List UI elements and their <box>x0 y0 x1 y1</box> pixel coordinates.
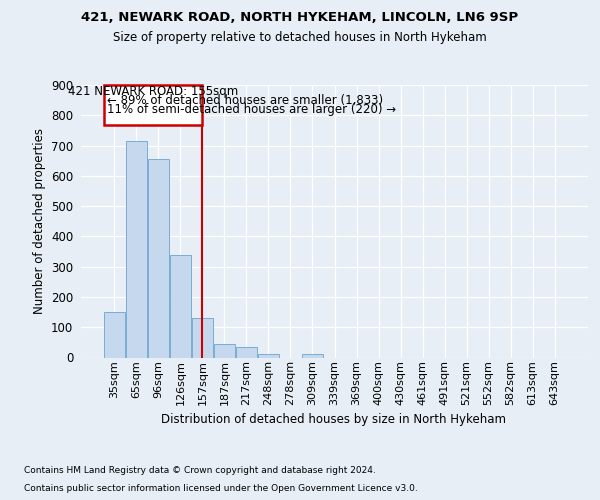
FancyBboxPatch shape <box>104 85 202 125</box>
Text: Size of property relative to detached houses in North Hykeham: Size of property relative to detached ho… <box>113 31 487 44</box>
Y-axis label: Number of detached properties: Number of detached properties <box>32 128 46 314</box>
Text: 11% of semi-detached houses are larger (220) →: 11% of semi-detached houses are larger (… <box>107 102 397 116</box>
Text: Contains HM Land Registry data © Crown copyright and database right 2024.: Contains HM Land Registry data © Crown c… <box>24 466 376 475</box>
Text: 421 NEWARK ROAD: 155sqm: 421 NEWARK ROAD: 155sqm <box>68 85 238 98</box>
Bar <box>236 347 257 358</box>
Text: Contains public sector information licensed under the Open Government Licence v3: Contains public sector information licen… <box>24 484 418 493</box>
Bar <box>302 354 323 358</box>
Bar <box>104 312 125 358</box>
Bar <box>148 159 169 358</box>
Text: Distribution of detached houses by size in North Hykeham: Distribution of detached houses by size … <box>161 412 506 426</box>
Bar <box>214 344 235 358</box>
Bar <box>258 354 279 358</box>
Text: ← 89% of detached houses are smaller (1,833): ← 89% of detached houses are smaller (1,… <box>107 94 383 107</box>
Bar <box>170 254 191 358</box>
Bar <box>126 141 147 358</box>
Text: 421, NEWARK ROAD, NORTH HYKEHAM, LINCOLN, LN6 9SP: 421, NEWARK ROAD, NORTH HYKEHAM, LINCOLN… <box>82 11 518 24</box>
Bar <box>192 318 213 358</box>
